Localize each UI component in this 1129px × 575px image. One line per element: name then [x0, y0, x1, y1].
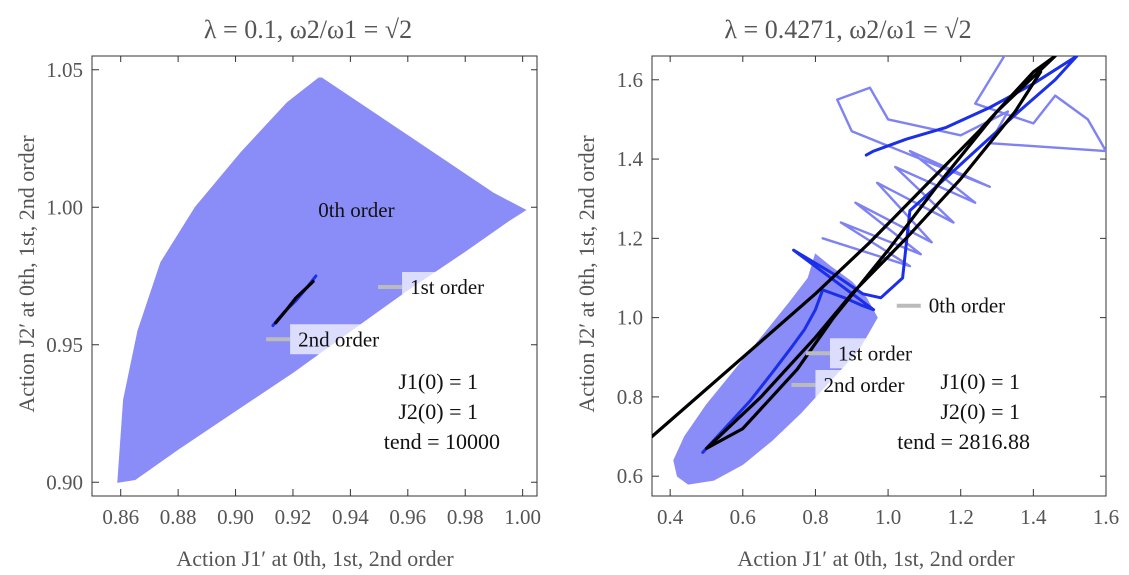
- right-annotation-label: 1st order: [838, 341, 912, 365]
- left-annotation-1st-order: 1st order: [378, 272, 510, 302]
- right-x-tick-label: 1.4: [1020, 505, 1047, 529]
- left-series-0th-order: [117, 77, 527, 483]
- left-annotation-box: [290, 324, 398, 355]
- right-series-0th-order-loops: [821, 56, 1106, 268]
- left-x-tick-label: 0.90: [217, 505, 254, 529]
- left-x-axis-label: Action J1′ at 0th, 1st, 2nd order: [176, 546, 454, 571]
- left-plot-frame: [91, 55, 538, 497]
- left-y-axis-label: Action J2′ at 0th, 1st, 2nd order: [14, 135, 39, 413]
- right-chart: λ = 0.4271, ω2/ω1 = √2 0th order 1st orde…: [574, 15, 1119, 571]
- left-chart-ticks: 0.86 0.88 0.90 0.92 0.94 0.96 0.98 1.00 0.90 0.95…: [46, 56, 541, 529]
- left-chart-marks: [117, 77, 527, 483]
- left-x-tick-label: 0.96: [389, 505, 426, 529]
- right-chart-marks: [652, 56, 1106, 485]
- left-y-tick-label: 0.95: [46, 333, 83, 357]
- left-x-tick-label: 1.00: [504, 505, 541, 529]
- left-x-tick-label: 0.88: [160, 505, 197, 529]
- left-annotation-box: [402, 272, 510, 302]
- right-annotation-0th-order: 0th order: [896, 290, 1029, 321]
- right-info-line-1: J1(0) = 1: [940, 369, 1020, 394]
- left-annotation-0th-order: 0th order: [318, 198, 394, 222]
- right-y-tick-label: 1.0: [617, 306, 643, 330]
- right-annotation-box: [829, 338, 938, 369]
- right-x-tick-label: 0.6: [730, 505, 756, 529]
- right-annotation-box: [920, 290, 1029, 321]
- right-chart-title: λ = 0.4271, ω2/ω1 = √2: [724, 15, 971, 44]
- right-x-tick-label: 0.4: [657, 505, 684, 529]
- left-info-line-2: J2(0) = 1: [398, 399, 478, 424]
- left-info-box: J1(0) = 1 J2(0) = 1 tend = 10000: [384, 369, 500, 454]
- right-annotation-1st-order: 1st order: [805, 338, 938, 369]
- right-annotation-2nd-order: 2nd order: [791, 370, 923, 401]
- right-x-tick-label: 1.0: [875, 505, 901, 529]
- left-info-line-3: tend = 10000: [384, 429, 500, 454]
- right-y-tick-label: 0.6: [617, 464, 643, 488]
- left-annotation-label: 0th order: [318, 198, 394, 222]
- right-x-tick-label: 0.8: [802, 505, 828, 529]
- left-annotation-2nd-order: 2nd order: [266, 324, 398, 355]
- right-y-axis-label: Action J2′ at 0th, 1st, 2nd order: [574, 135, 599, 413]
- right-y-tick-label: 1.6: [617, 68, 643, 92]
- right-plot-frame: [651, 55, 1107, 497]
- left-y-tick-label: 1.05: [46, 58, 83, 82]
- right-y-tick-label: 1.2: [617, 226, 643, 250]
- left-y-tick-label: 0.90: [46, 470, 83, 494]
- left-x-tick-label: 0.94: [332, 505, 369, 529]
- left-series-2nd-order: [274, 279, 315, 325]
- left-x-tick-label: 0.86: [102, 505, 139, 529]
- right-annotation-label: 2nd order: [823, 373, 904, 397]
- right-annotation-box: [815, 370, 923, 401]
- right-info-box: J1(0) = 1 J2(0) = 1 tend = 2816.88: [897, 369, 1030, 454]
- right-info-line-2: J2(0) = 1: [940, 399, 1020, 424]
- right-x-axis-label: Action J1′ at 0th, 1st, 2nd order: [737, 546, 1015, 571]
- right-y-tick-label: 0.8: [617, 385, 643, 409]
- right-series-1st-order: [701, 56, 1079, 454]
- left-annotation-label: 1st order: [410, 275, 484, 299]
- left-x-tick-label: 0.92: [275, 505, 312, 529]
- right-y-tick-label: 1.4: [617, 147, 644, 171]
- left-x-tick-label: 0.98: [447, 505, 484, 529]
- left-annotation-label: 2nd order: [298, 327, 379, 351]
- left-chart-title: λ = 0.1, ω2/ω1 = √2: [204, 15, 412, 44]
- right-x-tick-label: 1.2: [948, 505, 974, 529]
- left-chart: λ = 0.1, ω2/ω1 = √2 0th order 1st order 2n…: [14, 15, 541, 571]
- right-series-2nd-order: [652, 56, 1057, 450]
- right-info-line-3: tend = 2816.88: [897, 429, 1030, 454]
- left-y-tick-label: 1.00: [46, 195, 83, 219]
- left-info-line-1: J1(0) = 1: [398, 369, 478, 394]
- right-annotation-label: 0th order: [929, 294, 1005, 318]
- right-chart-ticks: 0.4 0.6 0.8 1.0 1.2 1.4 1.6 0.6 0.8 1.0 1.2 1.4 1.6: [617, 56, 1119, 529]
- right-x-tick-label: 1.6: [1093, 505, 1119, 529]
